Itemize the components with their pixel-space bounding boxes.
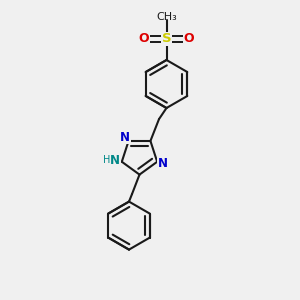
Text: CH₃: CH₃	[156, 11, 177, 22]
Text: O: O	[184, 32, 194, 46]
Text: O: O	[139, 32, 149, 46]
Text: N: N	[120, 131, 130, 144]
Text: N: N	[158, 157, 168, 170]
Text: S: S	[162, 32, 171, 46]
Text: H: H	[103, 155, 110, 165]
Text: N: N	[110, 154, 120, 167]
